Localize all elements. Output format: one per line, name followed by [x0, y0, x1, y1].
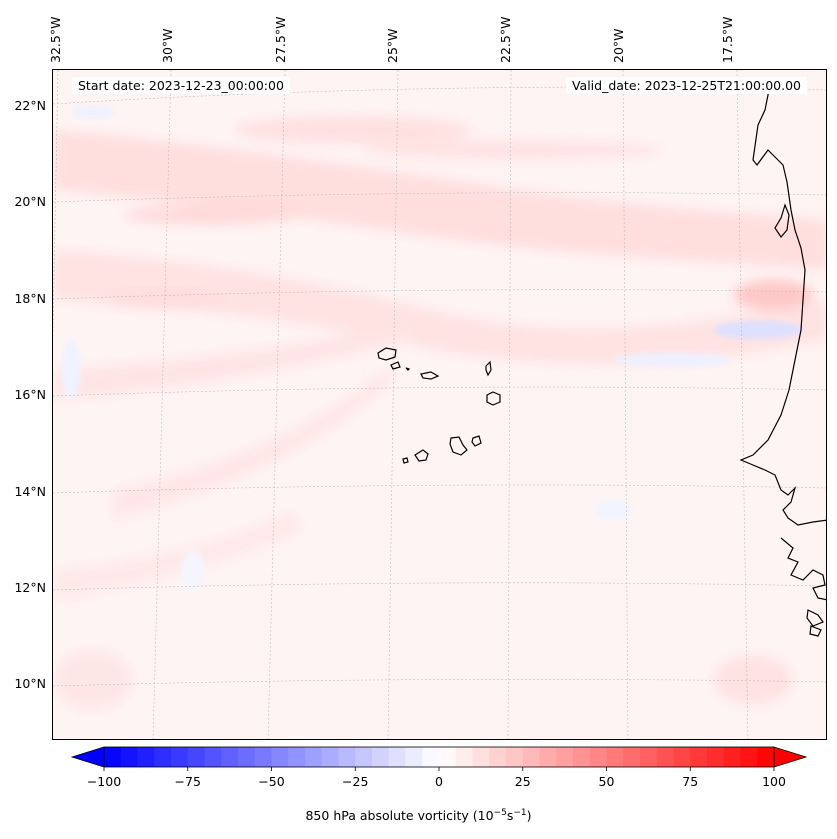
latitude-label: 20°N — [14, 194, 46, 209]
colorbar-tick-label: 0 — [435, 774, 443, 789]
colorbar-segment — [472, 747, 490, 767]
colorbar-segment — [238, 747, 256, 767]
colorbar-high-extend — [773, 746, 808, 768]
coastlines — [377, 89, 826, 637]
colorbar-segment — [656, 747, 674, 767]
map-panel — [52, 69, 827, 740]
colorbar-segment — [506, 747, 524, 767]
colorbar-segment — [589, 747, 607, 767]
colorbar-low-extend — [70, 746, 105, 768]
vorticity-map — [53, 70, 826, 739]
colorbar-segment — [388, 747, 406, 767]
africa-coastline — [739, 89, 826, 526]
latitude-label: 12°N — [14, 580, 46, 595]
colorbar-segment — [254, 747, 272, 767]
colorbar-segment — [372, 747, 390, 767]
colorbar-segment — [137, 747, 155, 767]
colorbar-segment — [120, 747, 138, 767]
colorbar-label: 850 hPa absolute vorticity (10−5s−1) — [305, 808, 532, 824]
colorbar-tick-label: −25 — [342, 774, 369, 789]
colorbar-segment — [640, 747, 658, 767]
colorbar-segment — [321, 747, 339, 767]
colorbar-segment — [422, 747, 440, 767]
colorbar-segment — [288, 747, 306, 767]
vorticity-contours-negative — [61, 106, 803, 590]
colorbar-tick-marks — [103, 767, 775, 771]
colorbar-segment — [187, 747, 205, 767]
santo-antao-island — [377, 347, 397, 361]
latitude-label: 22°N — [14, 98, 46, 113]
colorbar-tick-label: 50 — [598, 774, 615, 789]
colorbar-segment — [171, 747, 189, 767]
colorbar-tick-label: 100 — [762, 774, 786, 789]
latitude-label: 10°N — [14, 676, 46, 691]
colorbar-segment — [271, 747, 289, 767]
latitude-label: 16°N — [14, 387, 46, 402]
colorbar-segment — [104, 747, 122, 767]
colorbar-segment — [707, 747, 725, 767]
colorbar-segment — [522, 747, 540, 767]
vorticity-contours-positive — [53, 116, 826, 710]
colorbar-segment — [690, 747, 708, 767]
colorbar-segment — [439, 747, 457, 767]
colorbar-segment — [606, 747, 624, 767]
colorbar-segment — [405, 747, 423, 767]
colorbar-segment — [355, 747, 373, 767]
valid-date-label: Valid_date: 2023-12-25T21:00:00.00 — [565, 77, 807, 94]
colorbar-tick-label: 25 — [514, 774, 531, 789]
colorbar-segment — [673, 747, 691, 767]
colorbar-segment — [623, 747, 641, 767]
colorbar-segment — [489, 747, 507, 767]
colorbar-segment — [221, 747, 239, 767]
colorbar-segment — [723, 747, 741, 767]
colorbar-tick-label: −75 — [174, 774, 201, 789]
latitude-label: 18°N — [14, 291, 46, 306]
colorbar-segment — [740, 747, 758, 767]
colorbar-segment — [573, 747, 591, 767]
colorbar-segment — [556, 747, 574, 767]
colorbar-segment — [455, 747, 473, 767]
colorbar-segment — [757, 747, 775, 767]
colorbar-segment — [305, 747, 323, 767]
latitude-label: 14°N — [14, 484, 46, 499]
colorbar-segment — [338, 747, 356, 767]
colorbar-blocks — [104, 747, 775, 767]
colorbar-segment — [154, 747, 172, 767]
colorbar-segment — [204, 747, 222, 767]
colorbar-tick-label: −50 — [258, 774, 285, 789]
start-date-label: Start date: 2023-12-23_00:00:00 — [72, 77, 290, 94]
colorbar-tick-label: −100 — [86, 774, 122, 789]
colorbar-segment — [539, 747, 557, 767]
colorbar-tick-label: 75 — [682, 774, 699, 789]
